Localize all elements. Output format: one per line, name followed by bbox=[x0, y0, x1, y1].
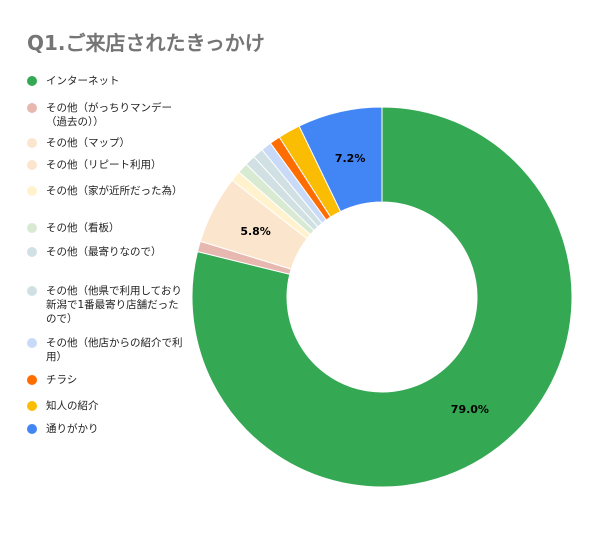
legend-label: 知人の紹介 bbox=[46, 400, 99, 412]
legend-swatch bbox=[27, 223, 37, 233]
legend-label: その他（看板） bbox=[46, 222, 120, 234]
legend-swatch bbox=[27, 401, 37, 411]
legend-swatch bbox=[27, 286, 37, 296]
legend-label: その他（リピート利用） bbox=[46, 159, 162, 171]
donut-slice[interactable] bbox=[298, 106, 383, 213]
legend-swatch bbox=[27, 138, 37, 148]
legend: インターネットその他（がっちりマンデー（過去の）） その他（マップ） その他（リピー… bbox=[0, 0, 200, 546]
legend-label: その他（他店からの紹介で利用） bbox=[46, 337, 183, 363]
legend-label: 通りがかり bbox=[46, 423, 99, 435]
slice-data-label: 5.8% bbox=[240, 225, 271, 238]
legend-swatch bbox=[27, 424, 37, 434]
legend-label: その他（マップ） bbox=[46, 137, 130, 149]
slice-data-label: 7.2% bbox=[335, 152, 366, 165]
legend-swatch bbox=[27, 103, 37, 113]
donut-slice[interactable] bbox=[191, 106, 573, 488]
legend-swatch bbox=[27, 375, 37, 385]
slice-data-label: 79.0% bbox=[451, 403, 489, 416]
legend-swatch bbox=[27, 160, 37, 170]
legend-label: その他（家が近所だった為） bbox=[46, 185, 183, 197]
legend-label: インターネット bbox=[46, 75, 120, 87]
legend-label: チラシ bbox=[46, 374, 78, 386]
legend-label: その他（最寄りなので） bbox=[46, 246, 162, 258]
legend-swatch bbox=[27, 76, 37, 86]
chart-title: Q1.ご来店されたきっかけ bbox=[27, 31, 265, 55]
legend-swatch bbox=[27, 186, 37, 196]
legend-label: その他（がっちりマンデー（過去の）） bbox=[46, 102, 172, 128]
legend-swatch bbox=[27, 247, 37, 257]
legend-label: その他（他県で利用しており新潟で1番最寄り店舗だったので） bbox=[46, 285, 182, 325]
legend-swatch bbox=[27, 338, 37, 348]
